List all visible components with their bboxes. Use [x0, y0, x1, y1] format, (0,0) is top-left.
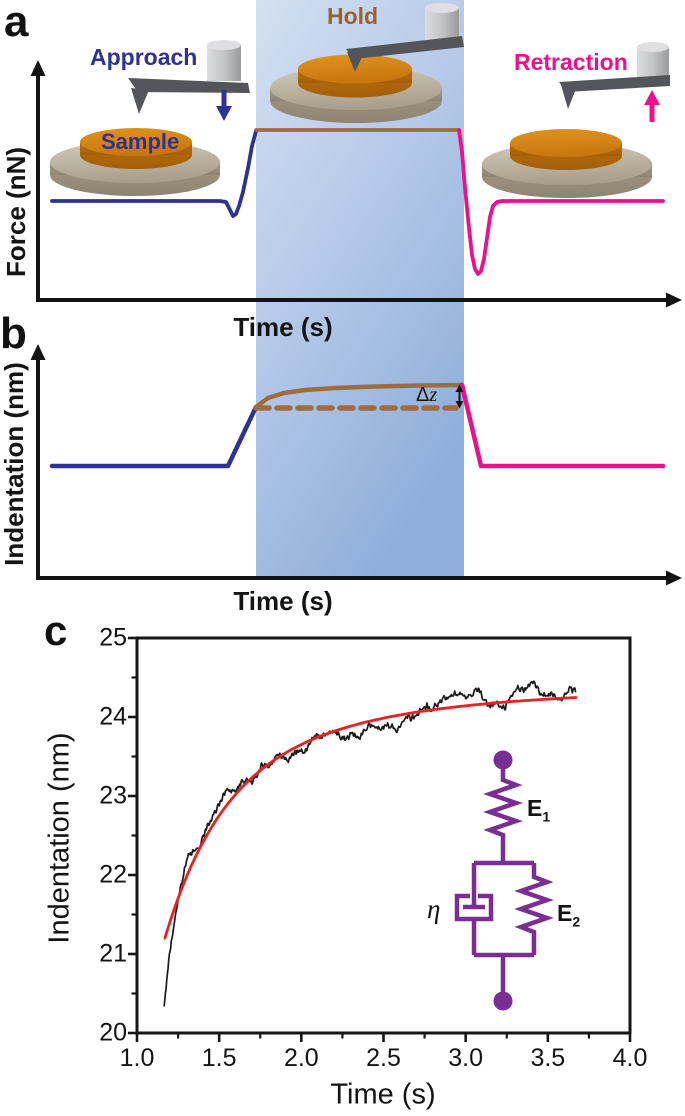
e1-base: E — [527, 795, 543, 821]
model-fit-curve — [163, 696, 578, 940]
x-tick-label: 3.0 — [448, 1044, 484, 1072]
panel-a-x-axis-arrowhead — [666, 292, 682, 308]
delta-z-arrow — [455, 384, 464, 409]
y-tick-label: 21 — [99, 939, 127, 968]
panel-b-x-axis-arrowhead — [666, 570, 682, 586]
curves-b-approach — [49, 404, 259, 469]
sample-puck-top — [510, 129, 622, 157]
panel-b-y-axis-label: Indentation (nm) — [0, 362, 29, 566]
cantilever-approach — [128, 40, 250, 121]
x-tick-label: 1.5 — [201, 1044, 237, 1072]
e2-subscript: 2 — [572, 913, 581, 930]
y-tick-label: 23 — [99, 781, 127, 810]
delta-z-arrow-head-up — [455, 384, 464, 392]
panel-b-x-axis-label: Time (s) — [233, 586, 333, 616]
panel-a-letter: a — [4, 0, 29, 46]
approach-phase-label: Approach — [90, 44, 198, 70]
x-tick-label: 1.0 — [119, 1044, 155, 1072]
model-bottom-node — [493, 991, 513, 1011]
spring-e1 — [483, 769, 523, 863]
panel-a-graphics — [30, 3, 682, 308]
dashpot-eta-label: η — [427, 894, 441, 924]
curves-b-retraction — [459, 382, 666, 469]
curves-a-approach — [50, 129, 258, 218]
panel-b-graphics — [30, 344, 682, 586]
x-tick-label: 4.0 — [612, 1044, 648, 1072]
panel-a-y-axis-arrowhead — [30, 60, 46, 76]
delta-z-arrow-head-down — [455, 401, 464, 409]
curves-b-hold_solid — [253, 382, 465, 410]
sample-dish-approach — [50, 128, 220, 196]
panel-b-y-axis-arrowhead — [30, 344, 46, 360]
y-tick-label: 22 — [99, 860, 127, 889]
approach-down-arrow-head — [216, 106, 232, 121]
cantilever-hold — [346, 3, 464, 72]
cantilever-arm — [346, 36, 464, 59]
panel-c-x-axis-label: Time (s) — [330, 1078, 436, 1111]
x-tick-label: 2.0 — [283, 1044, 319, 1072]
cylinder-top — [425, 3, 459, 13]
hold-phase-label: Hold — [327, 3, 379, 29]
sample-dish-retraction — [482, 129, 652, 198]
y-tick-label: 20 — [99, 1018, 127, 1047]
y-tick-label: 25 — [99, 623, 127, 652]
experimental-data-trace — [163, 680, 577, 1007]
sample-label: Sample — [101, 129, 180, 154]
cylinder-top — [207, 40, 241, 50]
panel-a-x-axis-label: Time (s) — [233, 312, 333, 342]
z-symbol: z — [429, 384, 438, 406]
delta-symbol: Δ — [416, 384, 430, 406]
cantilever-tip — [561, 84, 578, 109]
panel-c-letter: c — [44, 607, 68, 654]
cantilever-tip — [347, 51, 365, 72]
e2-base: E — [557, 900, 573, 926]
indentation-time-curve — [49, 382, 666, 469]
retraction-up-arrow-head — [644, 90, 660, 105]
panel-b-letter: b — [0, 309, 27, 358]
e1-subscript: 1 — [542, 808, 551, 825]
spring-e2 — [514, 863, 554, 955]
retraction-phase-label: Retraction — [514, 49, 628, 75]
spring-e1-label: E1 — [527, 797, 550, 824]
cantilever-arm — [128, 78, 250, 93]
viscoelastic-model-inset — [454, 750, 554, 1011]
cantilever-holder-cylinder — [207, 45, 241, 81]
panel-c-chart — [128, 636, 632, 1042]
delta-z-annotation: Δz — [416, 385, 437, 405]
force-time-curve — [50, 128, 665, 276]
y-tick-label: 24 — [99, 702, 127, 731]
sample-puck-top — [80, 128, 192, 156]
x-tick-label: 3.5 — [530, 1044, 566, 1072]
dashpot-eta — [454, 863, 494, 955]
curves-a-retraction — [457, 128, 665, 276]
x-tick-label: 2.5 — [366, 1044, 401, 1072]
model-top-node — [493, 750, 513, 770]
panel-c-y-axis-label: Indentation (nm) — [43, 732, 76, 944]
cantilever-retraction — [559, 42, 670, 122]
spring-e2-label: E2 — [557, 902, 580, 929]
cantilever-arm — [559, 75, 670, 92]
panel-a-y-axis-label: Force (nN) — [1, 147, 31, 277]
cylinder-top — [637, 42, 669, 52]
parallel-bottom-rail — [474, 952, 534, 992]
cantilever-tip — [131, 88, 149, 114]
